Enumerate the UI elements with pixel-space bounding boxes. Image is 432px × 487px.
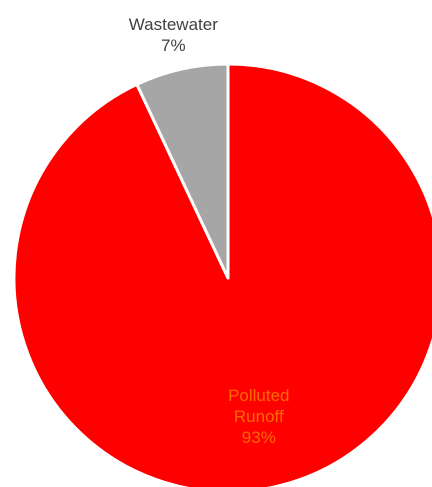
slice-label-polluted-runoff: Polluted Runoff 93% <box>228 386 289 447</box>
pie-slices <box>12 62 432 487</box>
slice-label-wastewater: Wastewater 7% <box>129 15 218 55</box>
slice-labels: Polluted Runoff 93% Wastewater 7% <box>129 15 290 447</box>
pie-slice-wastewater <box>135 62 230 280</box>
